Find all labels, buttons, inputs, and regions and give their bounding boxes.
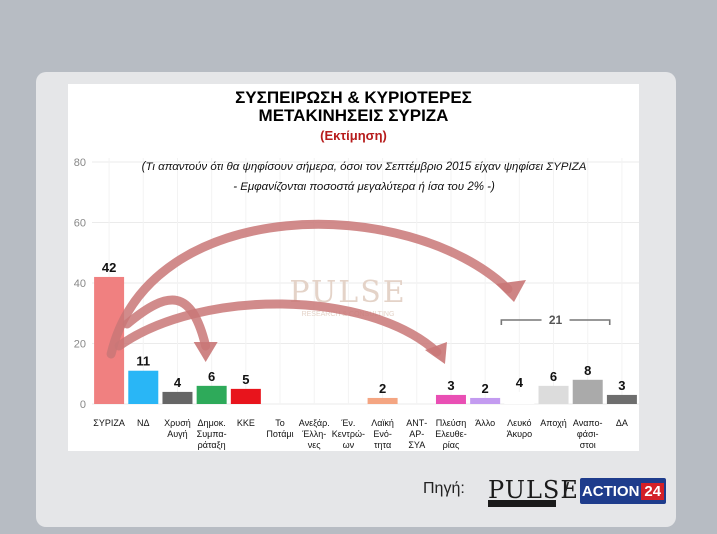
logo-separator: / <box>563 478 570 503</box>
y-tick-label: 80 <box>74 157 86 169</box>
bar <box>435 394 466 404</box>
bracket-line <box>500 319 611 325</box>
x-tick-label: ρίας <box>443 440 460 450</box>
action24-logo-text: ACTION <box>581 482 640 500</box>
data-label: 2 <box>482 381 489 396</box>
x-tick-label: Πλεύση <box>436 418 467 428</box>
data-label: 6 <box>550 369 557 384</box>
arrow-to-plefsi <box>114 299 442 357</box>
x-tick-label: Το <box>275 418 285 428</box>
arrow-to-plefsi-head <box>424 342 447 364</box>
chart-area: 0 20 40 60 80 PULSE RESEARCH & CONSULTING (Τι α… <box>68 84 639 451</box>
x-tick-label: Ποτάμι <box>266 429 293 439</box>
bar <box>128 370 159 404</box>
x-tick-label: Άλλο <box>475 418 495 428</box>
x-tick-label: Δημοκ. <box>198 418 226 428</box>
y-tick-label: 60 <box>74 218 86 230</box>
plot-background <box>92 158 639 406</box>
x-tick-label: Συμπα- <box>197 429 227 439</box>
y-tick-label: 40 <box>74 278 86 290</box>
bar <box>196 385 227 404</box>
pulse-logo: PULSE <box>484 470 578 507</box>
x-tick-label: Λευκό <box>507 418 531 428</box>
data-label: 11 <box>136 354 150 369</box>
x-tick-label: Έλλη- <box>301 429 326 439</box>
x-tick-label: νες <box>308 440 322 450</box>
pulse-logo-bar <box>488 500 556 507</box>
data-label: 8 <box>584 363 591 378</box>
data-label: 4 <box>174 375 182 390</box>
x-tick-label: ΝΔ <box>137 418 150 428</box>
bar <box>162 391 193 404</box>
x-tick-label: ΑΝΤ- <box>406 418 427 428</box>
x-tick-label: ΣΥΡΙΖΑ <box>93 418 125 428</box>
chart-note-line1: (Τι απαντούν ότι θα ψηφίσουν σήμερα, όσο… <box>142 161 587 173</box>
x-tick-label: ΚΚΕ <box>237 418 255 428</box>
x-tick-label: ράταξη <box>198 440 226 450</box>
bar <box>230 388 261 404</box>
x-tick-label: ΔΑ <box>616 418 628 428</box>
y-tick-label: 0 <box>80 399 86 411</box>
bar <box>572 379 603 404</box>
bar <box>606 394 637 404</box>
arrow-to-abstention-head <box>496 280 526 302</box>
action24-logo-number: 24 <box>641 482 665 500</box>
data-label: 6 <box>208 369 215 384</box>
x-tick-label: Έν. <box>340 418 355 428</box>
x-tick-label: ΑΡ- <box>409 429 424 439</box>
x-tick-label: φάσι- <box>577 429 599 439</box>
chart-note-line2: - Εμφανίζονται ποσοστά μεγαλύτερα ή ίσα … <box>233 181 495 193</box>
data-label: 5 <box>242 372 249 387</box>
data-label: 42 <box>102 260 116 275</box>
bar <box>538 385 569 404</box>
x-tick-label: τητα <box>374 440 391 450</box>
data-label: 2 <box>379 381 386 396</box>
data-label: 4 <box>516 375 524 390</box>
chart-subtitle: (Εκτίμηση) <box>320 128 387 143</box>
x-tick-label: Ελευθε- <box>435 429 466 439</box>
x-tick-label: Ανεξάρ. <box>299 418 330 428</box>
bar <box>504 391 535 404</box>
x-tick-label: Άκυρο <box>507 429 533 439</box>
x-tick-label: στοι <box>580 440 596 450</box>
data-label: 3 <box>447 378 454 393</box>
x-tick-label: ων <box>343 440 355 450</box>
x-tick-label: Αυγή <box>167 429 187 439</box>
bar <box>367 397 398 404</box>
arrow-to-abstention <box>106 219 513 359</box>
x-tick-label: Κεντρώ- <box>332 429 365 439</box>
source-label: Πηγή: <box>423 480 465 497</box>
pulse-logo-text: PULSE <box>488 476 579 504</box>
arrow-to-dimok <box>122 295 211 351</box>
x-tick-label: Ενό- <box>373 429 392 439</box>
x-tick-label: Λαϊκή <box>371 418 394 428</box>
x-tick-label: Χρυσή <box>164 418 191 428</box>
y-tick-label: 20 <box>74 339 86 351</box>
x-tick-label: ΣΥΑ <box>408 440 425 450</box>
bar <box>470 397 501 404</box>
chart-title-line2: ΜΕΤΑΚΙΝΗΣΕΙΣ ΣΥΡΙΖΑ <box>258 106 449 125</box>
x-tick-label: Αναπο- <box>573 418 603 428</box>
bracket-label: 21 <box>549 313 563 327</box>
x-tick-label: Αποχή <box>540 418 567 428</box>
chart-title-line1: ΣΥΣΠΕΙΡΩΣΗ & ΚΥΡΙΟΤΕΡΕΣ <box>235 88 472 107</box>
data-label: 3 <box>618 378 625 393</box>
arrow-to-dimok-head <box>193 342 218 362</box>
action24-logo: ACTION 24 <box>580 478 666 504</box>
